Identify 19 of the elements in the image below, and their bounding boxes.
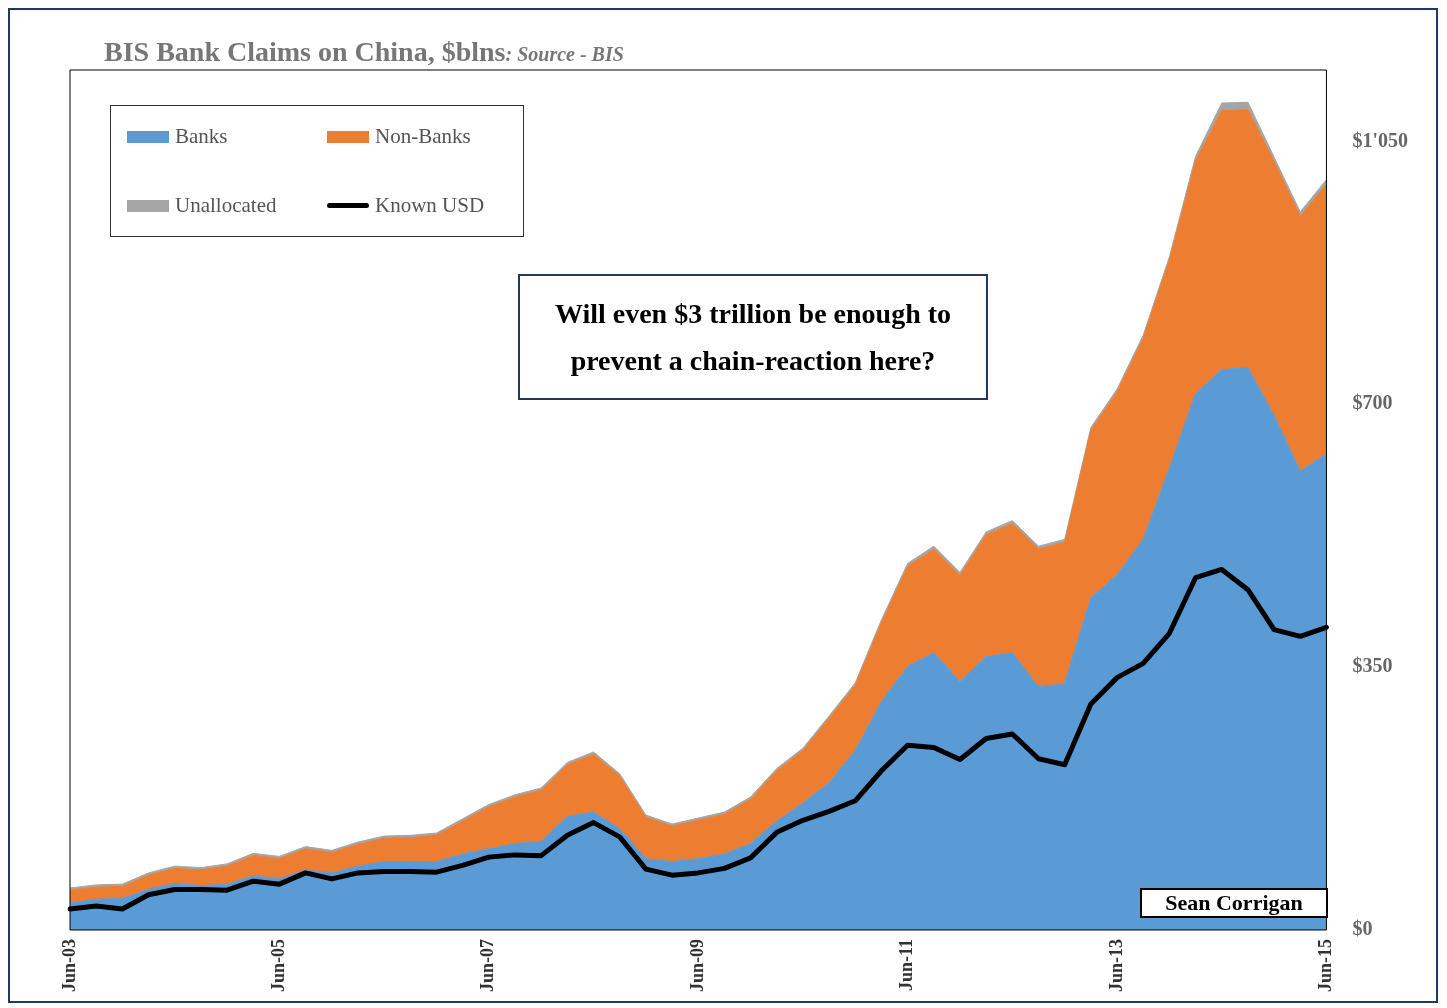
- legend-label: Unallocated: [175, 193, 277, 218]
- y-tick-label: $350: [1352, 654, 1393, 677]
- legend-label: Banks: [175, 124, 228, 149]
- legend-label: Known USD: [375, 193, 485, 218]
- x-tick-label: Jun-09: [686, 938, 707, 992]
- chart-title: BIS Bank Claims on China, $blns: [104, 36, 506, 67]
- x-tick-label: Jun-03: [58, 938, 79, 992]
- y-tick-label: $1'050: [1352, 128, 1409, 151]
- x-tick-label: Jun-13: [1105, 938, 1126, 992]
- x-tick-label: Jun-07: [477, 938, 498, 992]
- legend-label: Non-Banks: [375, 124, 471, 149]
- x-tick-label: Jun-15: [1315, 938, 1336, 992]
- annotation: Will even $3 trillion be enough to prevent a chain-reaction here?: [518, 274, 988, 400]
- annotation: Sean Corrigan: [1140, 888, 1328, 918]
- y-tick-label: $700: [1352, 391, 1393, 414]
- x-tick-label: Jun-05: [268, 938, 289, 992]
- x-tick-label: Jun-11: [896, 938, 917, 992]
- chart-subtitle: : Source - BIS: [505, 43, 624, 65]
- y-tick-label: $0: [1352, 917, 1373, 940]
